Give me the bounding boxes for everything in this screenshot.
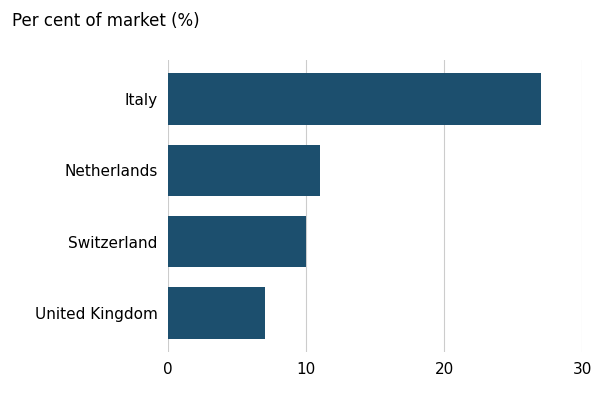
Bar xyxy=(168,73,541,125)
Bar xyxy=(168,287,265,339)
Bar xyxy=(168,145,320,196)
Bar xyxy=(168,216,306,267)
Text: Per cent of market (%): Per cent of market (%) xyxy=(12,12,200,30)
